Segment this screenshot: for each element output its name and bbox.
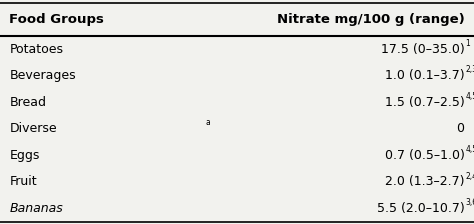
Text: Bread: Bread xyxy=(9,96,46,109)
Text: 3,6,7: 3,6,7 xyxy=(465,198,474,207)
Text: 1.0 (0.1–3.7): 1.0 (0.1–3.7) xyxy=(385,69,465,82)
Text: Nitrate mg/100 g (range): Nitrate mg/100 g (range) xyxy=(277,13,465,26)
Text: Eggs: Eggs xyxy=(9,149,40,162)
Text: 0: 0 xyxy=(456,122,465,135)
Text: 1.5 (0.7–2.5): 1.5 (0.7–2.5) xyxy=(385,96,465,109)
Text: 0.7 (0.5–1.0): 0.7 (0.5–1.0) xyxy=(384,149,465,162)
Text: 1: 1 xyxy=(465,39,470,48)
Text: Food Groups: Food Groups xyxy=(9,13,104,26)
Text: Beverages: Beverages xyxy=(9,69,76,82)
Text: Bananas: Bananas xyxy=(9,202,63,215)
Text: Potatoes: Potatoes xyxy=(9,43,64,56)
Text: Fruit: Fruit xyxy=(9,175,37,188)
Text: 4,5: 4,5 xyxy=(465,145,474,154)
Text: 17.5 (0–35.0): 17.5 (0–35.0) xyxy=(381,43,465,56)
Text: 5.5 (2.0–10.7): 5.5 (2.0–10.7) xyxy=(377,202,465,215)
Text: Diverse: Diverse xyxy=(9,122,57,135)
Text: 2,3,*: 2,3,* xyxy=(465,65,474,74)
Text: 2.0 (1.3–2.7): 2.0 (1.3–2.7) xyxy=(385,175,465,188)
Text: 2,4,5: 2,4,5 xyxy=(465,172,474,181)
Text: a: a xyxy=(206,118,211,127)
Text: 4,5: 4,5 xyxy=(465,92,474,101)
